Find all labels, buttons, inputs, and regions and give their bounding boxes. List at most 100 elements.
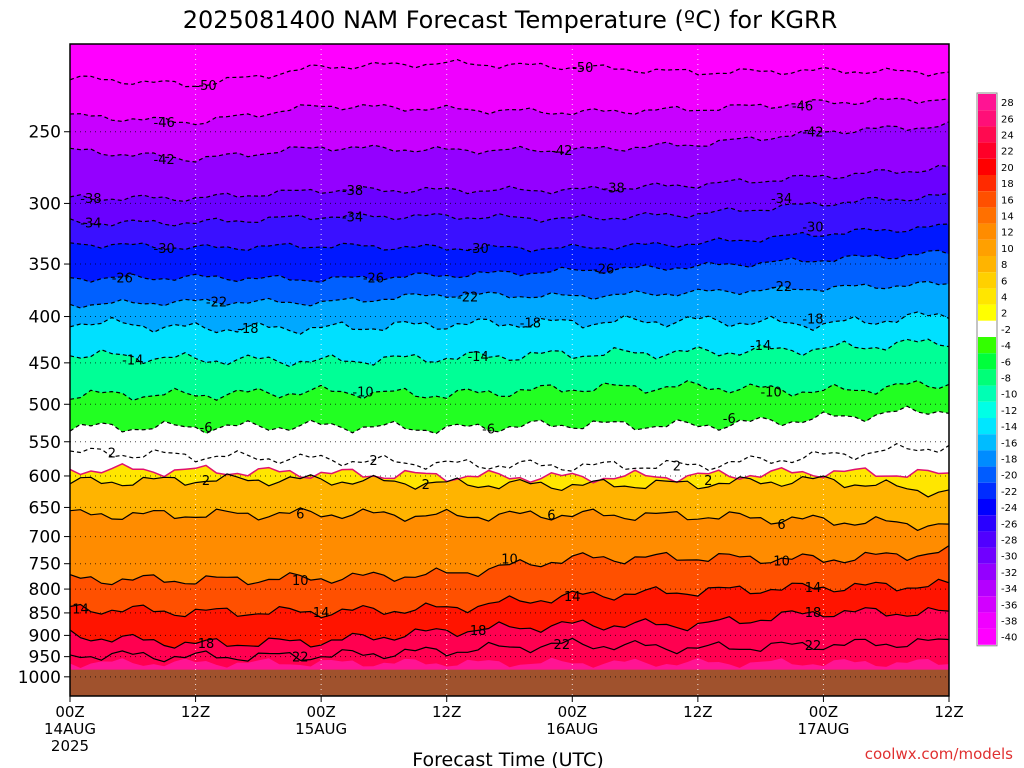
- colorbar-label: 22: [1001, 147, 1014, 158]
- x-tick-label: 00Z: [809, 703, 838, 721]
- colorbar-swatch: [978, 223, 996, 240]
- colorbar-label: 16: [1001, 195, 1014, 206]
- isotherm-line: [70, 338, 949, 368]
- contour-label: 14: [805, 581, 822, 596]
- y-tick-label: 650: [29, 498, 61, 518]
- colorbar-label: -14: [1001, 422, 1017, 433]
- ground-surface: [70, 669, 949, 696]
- y-tick-label: 450: [29, 354, 61, 374]
- contour-label: -50: [195, 79, 216, 94]
- colorbar-swatch: [978, 175, 996, 192]
- contour-label: -34: [80, 217, 101, 232]
- colorbar-swatch: [978, 499, 996, 516]
- colorbar-swatch: [978, 288, 996, 305]
- colorbar-label: -34: [1001, 584, 1017, 595]
- colorbar-label: -22: [1001, 487, 1017, 498]
- colorbar-swatch: [978, 158, 996, 175]
- y-tick-label: 300: [29, 194, 61, 214]
- contour-label: -38: [604, 181, 625, 196]
- contour-label: -18: [520, 316, 541, 331]
- x-tick-label: 12Z: [432, 703, 461, 721]
- colorbar-swatch: [978, 612, 996, 629]
- y-tick-label: 550: [29, 433, 61, 453]
- x-tick-label: 12Z: [934, 703, 963, 721]
- contour-label: 14: [72, 602, 89, 617]
- contour-label: -14: [750, 339, 771, 354]
- contour-label: 2: [108, 446, 116, 461]
- x-tick-label: 14AUG: [44, 720, 96, 738]
- y-tick-label: 600: [29, 467, 61, 487]
- colorbar-label: -38: [1001, 617, 1017, 628]
- contour-label: 10: [292, 574, 309, 589]
- isotherm-line: [70, 507, 949, 532]
- y-tick-label: 850: [29, 604, 61, 624]
- x-tick-label: 12Z: [683, 703, 712, 721]
- y-tick-label: 750: [29, 555, 61, 575]
- colorbar-swatch: [978, 94, 996, 111]
- colorbar-swatch: [978, 369, 996, 386]
- x-tick-label: 17AUG: [797, 720, 849, 738]
- contour-label: -42: [154, 153, 175, 168]
- isotherm-line: [70, 443, 949, 472]
- contour-label: -50: [572, 61, 593, 76]
- contour-label: -22: [206, 296, 227, 311]
- colorbar-swatch: [978, 482, 996, 499]
- colorbar-swatch: [978, 531, 996, 548]
- contour-label: -10: [760, 385, 781, 400]
- x-tick-label: 2025: [51, 737, 89, 755]
- colorbar-label: -8: [1001, 374, 1011, 385]
- contour-label: -6: [723, 412, 736, 427]
- colorbar-label: 28: [1001, 98, 1014, 109]
- y-tick-label: 250: [29, 123, 61, 143]
- contour-label: 18: [198, 637, 215, 652]
- colorbar-swatch: [978, 385, 996, 402]
- contour-label: 18: [805, 606, 822, 621]
- y-tick-label: 1000: [18, 668, 61, 688]
- isotherm-line: [70, 280, 949, 309]
- colorbar-label: -24: [1001, 503, 1017, 514]
- contour-label: -38: [342, 184, 363, 199]
- contour-label: -18: [237, 322, 258, 337]
- colorbar-label: 24: [1001, 131, 1014, 142]
- isotherm-line: [70, 311, 949, 335]
- contour-label: 2: [704, 474, 712, 489]
- y-tick-label: 500: [29, 395, 61, 415]
- colorbar-label: -18: [1001, 455, 1017, 466]
- colorbar-label: 14: [1001, 212, 1014, 223]
- contour-label: 6: [777, 518, 785, 533]
- colorbar-label: -10: [1001, 390, 1017, 401]
- isotherm-line: [70, 379, 949, 402]
- contour-label: 22: [292, 651, 309, 666]
- colorbar-label: 2: [1001, 309, 1007, 320]
- contour-label: 2: [202, 474, 210, 489]
- colorbar-swatch: [978, 320, 996, 337]
- colorbar-swatch: [978, 563, 996, 580]
- colorbar-label: -4: [1001, 341, 1011, 352]
- colorbar-swatch: [978, 126, 996, 143]
- colorbar-swatch: [978, 272, 996, 289]
- x-tick-label: 00Z: [55, 703, 84, 721]
- x-tick-label: 15AUG: [295, 720, 347, 738]
- colorbar-swatch: [978, 418, 996, 435]
- y-tick-label: 900: [29, 626, 61, 646]
- y-tick-label: 800: [29, 580, 61, 600]
- contour-label: 2: [369, 454, 377, 469]
- colorbar-label: -6: [1001, 357, 1011, 368]
- contour-label: 14: [564, 590, 581, 605]
- y-tick-label: 700: [29, 528, 61, 548]
- x-tick-label: 12Z: [181, 703, 210, 721]
- isotherm-line: [70, 545, 949, 586]
- colorbar-swatch: [978, 304, 996, 321]
- colorbar-label: -32: [1001, 568, 1017, 579]
- contour-label: -30: [467, 242, 488, 257]
- colorbar-label: 6: [1001, 276, 1007, 287]
- contour-label: 14: [313, 606, 330, 621]
- colorbar-swatch: [978, 547, 996, 564]
- colorbar-label: -26: [1001, 519, 1017, 530]
- x-axis-title: Forecast Time (UTC): [412, 749, 603, 768]
- colorbar-label: 4: [1001, 293, 1007, 304]
- contour-label: 6: [547, 509, 555, 524]
- isotherm-line: [70, 405, 949, 435]
